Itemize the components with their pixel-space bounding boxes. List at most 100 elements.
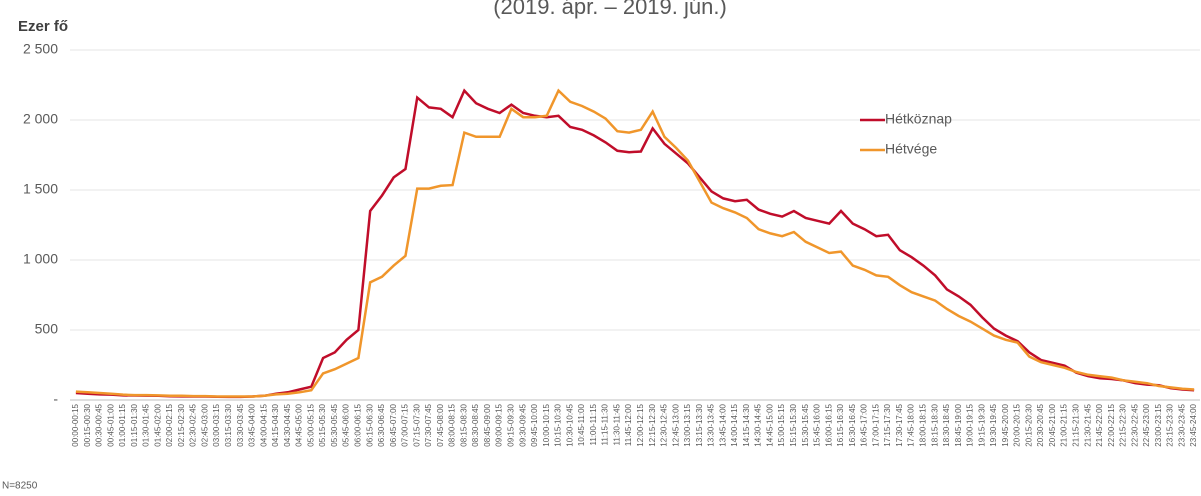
x-tick-label: 00:00-00:15 bbox=[71, 403, 80, 446]
x-tick-label: 17:00-17:15 bbox=[871, 403, 880, 446]
x-tick-label: 12:15-12:30 bbox=[648, 403, 657, 446]
line-series bbox=[75, 88, 1195, 399]
x-tick-label: 23:15-23:30 bbox=[1166, 403, 1175, 446]
x-tick-label: 14:00-14:15 bbox=[730, 403, 739, 446]
y-tick-label: 2 500 bbox=[23, 41, 58, 57]
x-tick-label: 09:00-09:15 bbox=[495, 403, 504, 446]
x-tick-label: 00:15-00:30 bbox=[83, 403, 92, 446]
x-tick-label: 06:15-06:30 bbox=[365, 403, 374, 446]
x-tick-label: 16:15-16:30 bbox=[836, 403, 845, 446]
x-tick-label: 05:45-06:00 bbox=[342, 403, 351, 446]
x-tick-label: 14:30-14:45 bbox=[754, 403, 763, 446]
x-tick-label: 17:15-17:30 bbox=[883, 403, 892, 446]
x-tick-label: 20:45-21:00 bbox=[1048, 403, 1057, 446]
x-tick-label: 11:00-11:15 bbox=[589, 403, 598, 445]
x-tick-label: 03:15-03:30 bbox=[224, 403, 233, 446]
x-tick-label: 21:30-21:45 bbox=[1083, 403, 1092, 446]
x-tick-label: 18:30-18:45 bbox=[942, 403, 951, 446]
x-tick-label: 19:45-20:00 bbox=[1001, 403, 1010, 446]
x-tick-label: 02:45-03:00 bbox=[200, 403, 209, 446]
x-tick-label: 04:30-04:45 bbox=[283, 403, 292, 446]
x-tick-label: 08:15-08:30 bbox=[459, 403, 468, 446]
x-tick-label: 13:30-13:45 bbox=[707, 403, 716, 446]
x-tick-label: 19:15-19:30 bbox=[977, 403, 986, 446]
x-tick-label: 02:15-02:30 bbox=[177, 403, 186, 446]
x-tick-label: 09:45-10:00 bbox=[530, 403, 539, 446]
x-tick-label: 08:00-08:15 bbox=[448, 403, 457, 446]
x-tick-label: 23:00-23:15 bbox=[1154, 403, 1163, 446]
x-tick-label: 11:45-12:00 bbox=[624, 403, 633, 446]
x-tick-label: 01:00-01:15 bbox=[118, 403, 127, 446]
y-tick-label: 500 bbox=[35, 321, 59, 337]
x-tick-label: 13:45-14:00 bbox=[718, 403, 727, 446]
x-tick-label: 22:15-22:30 bbox=[1119, 403, 1128, 446]
x-tick-label: 13:00-13:15 bbox=[683, 403, 692, 446]
x-tick-label: 20:30-20:45 bbox=[1036, 403, 1045, 446]
x-tick-label: 07:45-08:00 bbox=[436, 403, 445, 446]
x-tick-label: 10:15-10:30 bbox=[554, 403, 563, 446]
x-tick-label: 19:00-19:15 bbox=[966, 403, 975, 446]
x-tick-label: 08:45-09:00 bbox=[483, 403, 492, 446]
x-tick-label: 01:45-02:00 bbox=[153, 403, 162, 446]
x-tick-label: 05:15-05:30 bbox=[318, 403, 327, 446]
x-tick-label: 16:30-16:45 bbox=[848, 403, 857, 446]
x-tick-label: 18:45-19:00 bbox=[954, 403, 963, 446]
line-series bbox=[75, 88, 1195, 398]
x-tick-label: 10:30-10:45 bbox=[565, 403, 574, 446]
y-tick-label: 1 500 bbox=[23, 181, 58, 197]
x-tick-label: 03:30-03:45 bbox=[236, 403, 245, 446]
x-tick-label: 23:30-23:45 bbox=[1177, 403, 1186, 446]
x-tick-label: 17:30-17:45 bbox=[895, 403, 904, 446]
x-tick-label: 14:15-14:30 bbox=[742, 403, 751, 446]
x-tick-label: 15:30-15:45 bbox=[801, 403, 810, 446]
x-tick-label: 12:45-13:00 bbox=[671, 403, 680, 446]
x-tick-label: 22:30-22:45 bbox=[1130, 403, 1139, 446]
x-tick-label: 13:15-13:30 bbox=[695, 403, 704, 446]
x-tick-label: 07:00-07:15 bbox=[401, 403, 410, 446]
x-tick-label: 21:45-22:00 bbox=[1095, 403, 1104, 446]
x-tick-label: 04:15-04:30 bbox=[271, 403, 280, 446]
x-tick-label: 15:15-15:30 bbox=[789, 403, 798, 446]
x-tick-label: 11:15-11:30 bbox=[601, 403, 610, 445]
x-tick-label: 06:30-06:45 bbox=[377, 403, 386, 446]
x-tick-label: 09:15-09:30 bbox=[507, 403, 516, 446]
x-tick-label: 21:00-21:15 bbox=[1060, 403, 1069, 446]
x-tick-label: 07:15-07:30 bbox=[412, 403, 421, 446]
x-tick-label: 20:00-20:15 bbox=[1013, 403, 1022, 446]
x-tick-label: 00:45-01:00 bbox=[106, 403, 115, 446]
x-tick-label: 11:30-11:45 bbox=[612, 403, 621, 445]
x-tick-label: 20:15-20:30 bbox=[1024, 403, 1033, 446]
x-tick-label: 19:30-19:45 bbox=[989, 403, 998, 446]
x-tick-label: 16:00-16:15 bbox=[824, 403, 833, 446]
y-tick-label: - bbox=[53, 391, 58, 407]
x-tick-label: 17:45-18:00 bbox=[907, 403, 916, 446]
x-tick-label: 07:30-07:45 bbox=[424, 403, 433, 446]
x-tick-label: 06:00-06:15 bbox=[353, 403, 362, 446]
x-tick-label: 10:00-10:15 bbox=[542, 403, 551, 446]
x-tick-label: 14:45-15:00 bbox=[765, 403, 774, 446]
x-tick-label: 22:45-23:00 bbox=[1142, 403, 1151, 446]
x-tick-label: 21:15-21:30 bbox=[1072, 403, 1081, 446]
x-tick-label: 18:00-18:15 bbox=[918, 403, 927, 446]
x-tick-label: 02:00-02:15 bbox=[165, 403, 174, 446]
x-tick-label: 00:30-00:45 bbox=[95, 403, 104, 446]
x-tick-label: 03:45-04:00 bbox=[248, 403, 257, 446]
x-tick-label: 01:15-01:30 bbox=[130, 403, 139, 446]
x-tick-label: 04:45-05:00 bbox=[295, 403, 304, 446]
x-tick-label: 02:30-02:45 bbox=[189, 403, 198, 446]
x-tick-label: 12:00-12:15 bbox=[636, 403, 645, 446]
x-tick-label: 18:15-18:30 bbox=[930, 403, 939, 446]
x-tick-label: 05:00-05:15 bbox=[306, 403, 315, 446]
x-tick-label: 10:45-11:00 bbox=[577, 403, 586, 446]
x-tick-label: 04:00-04:15 bbox=[259, 403, 268, 446]
x-tick-label: 03:00-03:15 bbox=[212, 403, 221, 446]
x-tick-label: 08:30-08:45 bbox=[471, 403, 480, 446]
x-tick-label: 12:30-12:45 bbox=[660, 403, 669, 446]
footnote: N=8250 bbox=[2, 481, 38, 492]
x-tick-label: 05:30-05:45 bbox=[330, 403, 339, 446]
x-tick-label: 16:45-17:00 bbox=[860, 403, 869, 446]
x-tick-label: 23:45-24:00 bbox=[1189, 403, 1198, 446]
x-tick-label: 06:45-07:00 bbox=[389, 403, 398, 446]
